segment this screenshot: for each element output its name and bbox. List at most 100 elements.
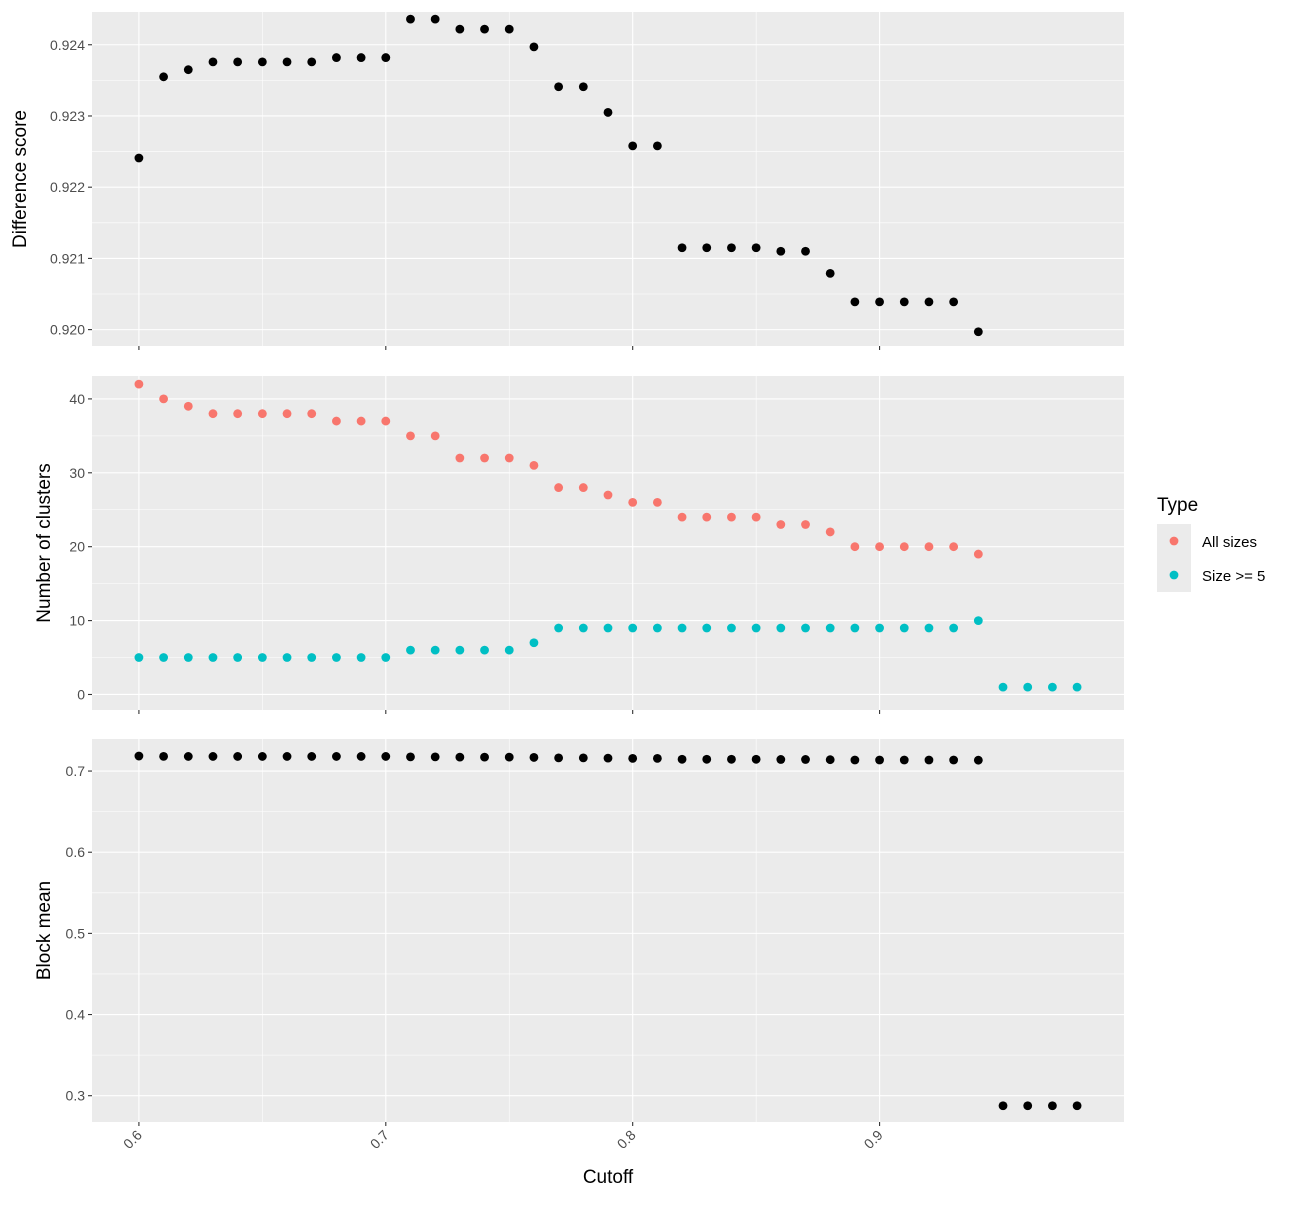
data-point xyxy=(307,57,317,67)
data-point xyxy=(850,623,860,633)
data-point xyxy=(899,623,909,633)
data-point xyxy=(973,327,983,337)
data-point xyxy=(875,623,884,633)
data-point xyxy=(727,512,736,522)
y-tick-label: 0.4 xyxy=(66,1007,86,1023)
data-point xyxy=(257,653,267,662)
data-point xyxy=(430,14,440,24)
data-point xyxy=(233,57,243,67)
data-point xyxy=(751,512,761,522)
legend-key-point xyxy=(1169,536,1179,546)
data-point xyxy=(504,645,514,655)
data-point xyxy=(924,542,934,552)
data-point xyxy=(776,520,786,529)
data-point xyxy=(578,82,588,92)
data-point xyxy=(307,409,317,419)
data-point xyxy=(381,53,391,62)
y-tick-label: 0.924 xyxy=(50,37,85,53)
data-point xyxy=(282,57,292,67)
x-axis-title: Cutoff xyxy=(583,1167,634,1188)
data-point xyxy=(825,268,835,278)
data-point xyxy=(973,549,983,559)
data-point xyxy=(356,53,366,62)
data-point xyxy=(751,754,761,764)
data-point xyxy=(628,753,638,763)
data-point xyxy=(825,755,835,765)
data-point xyxy=(183,65,193,75)
data-point xyxy=(776,755,786,764)
data-point xyxy=(603,108,613,117)
data-point xyxy=(776,623,786,633)
data-point xyxy=(554,623,564,633)
data-point xyxy=(801,755,810,764)
panel-top: 0.920 0.921 0.922 0.923 0.924 Difference scor… xyxy=(10,12,1124,350)
data-point xyxy=(480,752,489,762)
data-point xyxy=(949,542,959,552)
data-point xyxy=(899,297,909,307)
panel-middle: 0 10 20 30 40 Number of clusters xyxy=(34,376,1124,714)
data-point xyxy=(801,520,810,529)
data-point xyxy=(134,379,144,389)
data-point xyxy=(1072,682,1082,692)
data-point xyxy=(677,512,687,522)
data-point xyxy=(899,542,909,552)
data-point xyxy=(998,1101,1008,1111)
data-point xyxy=(159,72,168,82)
data-point xyxy=(628,497,638,507)
data-point xyxy=(356,416,366,426)
series-all-sizes xyxy=(134,379,983,559)
data-point xyxy=(183,401,193,411)
data-point xyxy=(677,623,687,633)
data-point xyxy=(875,755,884,765)
data-point xyxy=(677,754,687,764)
data-point xyxy=(529,753,539,762)
data-point xyxy=(652,753,662,763)
data-point xyxy=(603,753,613,763)
data-point xyxy=(1072,1101,1082,1111)
data-point xyxy=(850,297,860,307)
panel-background xyxy=(92,12,1124,346)
data-point xyxy=(578,623,588,633)
data-point xyxy=(924,755,934,765)
data-point xyxy=(727,243,736,253)
data-point xyxy=(455,24,465,34)
data-point xyxy=(134,153,144,163)
data-point xyxy=(529,461,539,470)
data-point xyxy=(455,645,465,655)
data-point xyxy=(702,754,712,764)
data-point xyxy=(282,653,292,662)
y-tick-label: 0.920 xyxy=(50,322,85,338)
panel-bottom: 0.3 0.4 0.5 0.6 0.7 0.6 0.7 0.8 0.9 Block mean xyxy=(34,739,1124,1152)
data-point xyxy=(751,623,761,633)
data-point xyxy=(406,14,415,24)
data-point xyxy=(257,57,267,67)
data-point xyxy=(949,755,959,765)
legend-label: Size >= 5 xyxy=(1202,568,1265,585)
data-point xyxy=(702,512,712,522)
data-point xyxy=(183,752,193,761)
data-point xyxy=(332,416,341,426)
data-point xyxy=(332,752,341,761)
data-point xyxy=(899,755,909,765)
data-point xyxy=(875,297,884,307)
data-point xyxy=(578,483,588,492)
y-axis-title: Block mean xyxy=(34,881,55,980)
y-tick-label: 30 xyxy=(69,465,85,481)
data-point xyxy=(356,752,366,761)
data-point xyxy=(1048,682,1057,692)
data-point xyxy=(381,653,391,662)
y-tick-label: 0.6 xyxy=(66,844,86,860)
series-points xyxy=(134,14,983,337)
legend-key-point xyxy=(1169,570,1179,580)
data-point xyxy=(825,623,835,633)
series-size-5 xyxy=(134,616,1082,692)
data-point xyxy=(332,53,341,62)
data-point xyxy=(430,752,440,762)
data-point xyxy=(751,243,761,253)
data-point xyxy=(1048,1101,1057,1111)
data-point xyxy=(332,653,341,662)
data-point xyxy=(529,42,539,52)
data-point xyxy=(801,246,810,256)
data-point xyxy=(504,752,514,762)
